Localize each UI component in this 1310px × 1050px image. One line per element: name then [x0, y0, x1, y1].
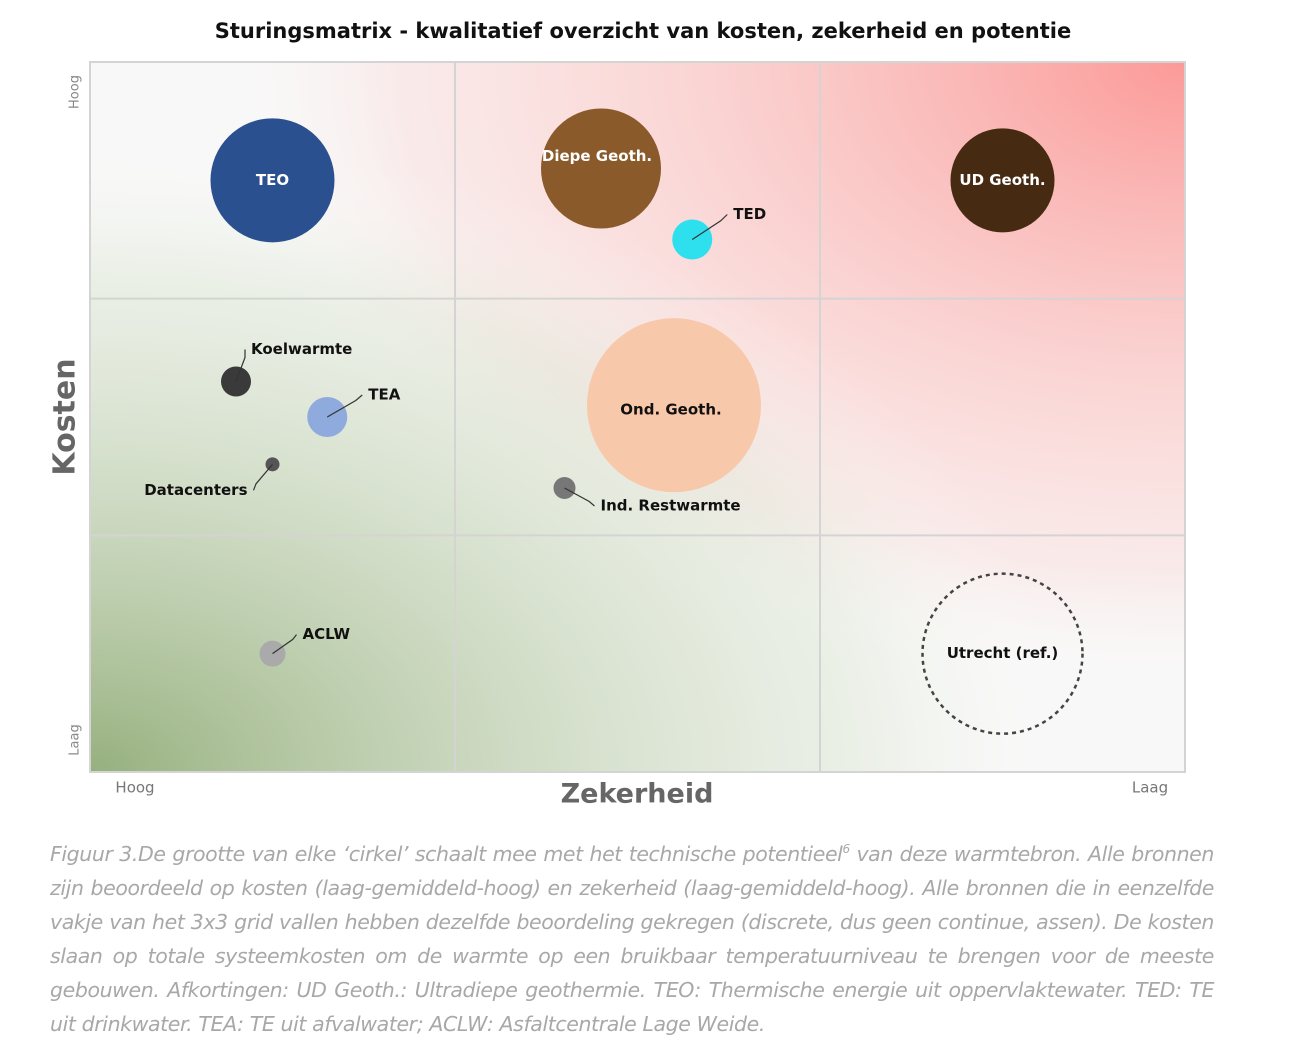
- leader-line: [564, 487, 595, 507]
- bubble-label: TED: [733, 205, 766, 223]
- leader-line: [272, 634, 297, 655]
- leader-line: [235, 349, 246, 382]
- plot-border: [89, 61, 1186, 773]
- bubble-label: TEA: [368, 386, 400, 404]
- caption: Figuur 3.De grootte van elke ‘cirkel’ sc…: [50, 832, 1214, 1041]
- caption-text: Figuur 3.De grootte van elke ‘cirkel’ sc…: [50, 841, 843, 866]
- y-tick-label: Hoog: [68, 75, 83, 109]
- x-axis-title: Zekerheid: [561, 779, 714, 810]
- x-tick-label: Hoog: [115, 779, 154, 797]
- bubble-label: Koelwarmte: [251, 340, 352, 358]
- y-axis-title: Kosten: [48, 358, 83, 475]
- bubble-label: Datacenters: [144, 481, 247, 499]
- bubble: [950, 128, 1055, 233]
- chart: Sturingsmatrix - kwalitatief overzicht v…: [48, 19, 1186, 810]
- bubble: [541, 108, 661, 229]
- bubble: [921, 572, 1084, 735]
- chart-title: Sturingsmatrix - kwalitatief overzicht v…: [215, 19, 1071, 43]
- leader-line: [326, 394, 363, 418]
- leader-line: [252, 463, 273, 491]
- bubble-label: Utrecht (ref.): [947, 644, 1059, 662]
- leader-line: [691, 214, 728, 241]
- bubble-label: ACLW: [303, 625, 351, 643]
- bubble-label: Diepe Geoth.: [542, 147, 652, 165]
- bubble: [210, 118, 335, 243]
- footnote-ref: 6: [842, 842, 850, 856]
- x-tick-label: Laag: [1132, 779, 1168, 797]
- bubble-label: UD Geoth.: [959, 171, 1045, 189]
- bubble-label: Ind. Restwarmte: [601, 497, 741, 515]
- caption-text: van deze warmtebron. Alle bronnen zijn b…: [50, 841, 1214, 1036]
- y-tick-label: Laag: [68, 724, 83, 755]
- bubble-label: Ond. Geoth.: [620, 401, 721, 419]
- bubble-label: TEO: [256, 171, 289, 189]
- bubble: [587, 318, 761, 493]
